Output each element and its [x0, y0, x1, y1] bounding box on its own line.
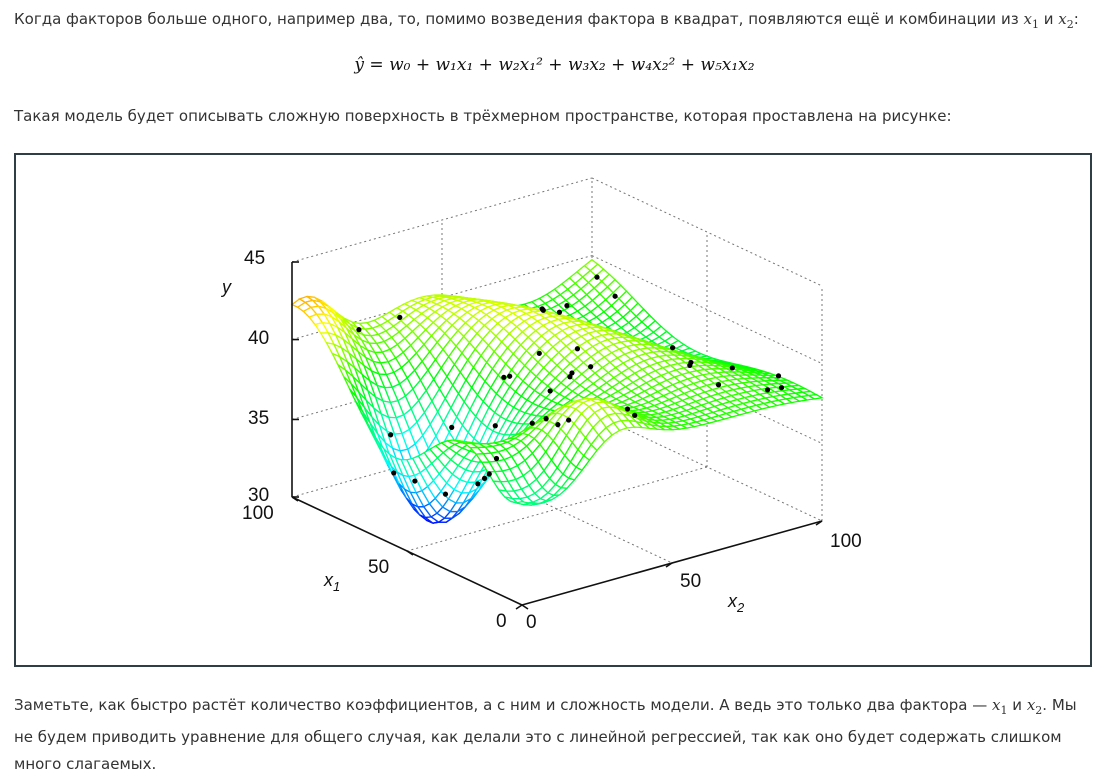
surface-mesh [290, 258, 825, 524]
x2-tick-0: 0 [526, 612, 537, 633]
x1-tick-100: 100 [242, 503, 274, 524]
x2-tick-50: 50 [680, 571, 701, 592]
intro-text: Когда факторов больше одного, например д… [14, 10, 1019, 28]
x1-tick-0: 0 [496, 611, 507, 632]
intro-paragraph: Когда факторов больше одного, например д… [14, 10, 1079, 31]
surface-figure: 45 40 35 30 y 100 50 0 x1 0 50 100 x2 [14, 153, 1092, 667]
y-tick-45: 45 [244, 248, 265, 269]
plot-axes [291, 261, 823, 610]
caption-before: Такая модель будет описывать сложную пов… [14, 107, 952, 125]
y-tick-35: 35 [248, 408, 269, 429]
x1-tick-50: 50 [368, 557, 389, 578]
var-x2: x2 [1058, 10, 1074, 31]
var-x1: x1 [1023, 10, 1039, 31]
x2-axis-label: x2 [727, 591, 745, 615]
outro-paragraph: Заметьте, как быстро растёт количество к… [14, 696, 1077, 773]
surface-plot: 45 40 35 30 y 100 50 0 x1 0 50 100 x2 [220, 177, 862, 633]
y-tick-30: 30 [248, 485, 269, 506]
regression-formula: ŷ = w₀ + w₁x₁ + w₂x₁² + w₃x₂ + w₄x₂² + w… [354, 55, 755, 75]
x1-axis-label: x1 [323, 570, 340, 594]
data-points [356, 274, 785, 497]
conj: и [1043, 10, 1054, 28]
y-tick-40: 40 [248, 328, 269, 349]
var-x2-outro: x2 [1026, 696, 1043, 717]
y-axis-label: y [220, 277, 232, 297]
var-x1-outro: x1 [992, 696, 1008, 717]
x2-tick-100: 100 [830, 531, 862, 552]
